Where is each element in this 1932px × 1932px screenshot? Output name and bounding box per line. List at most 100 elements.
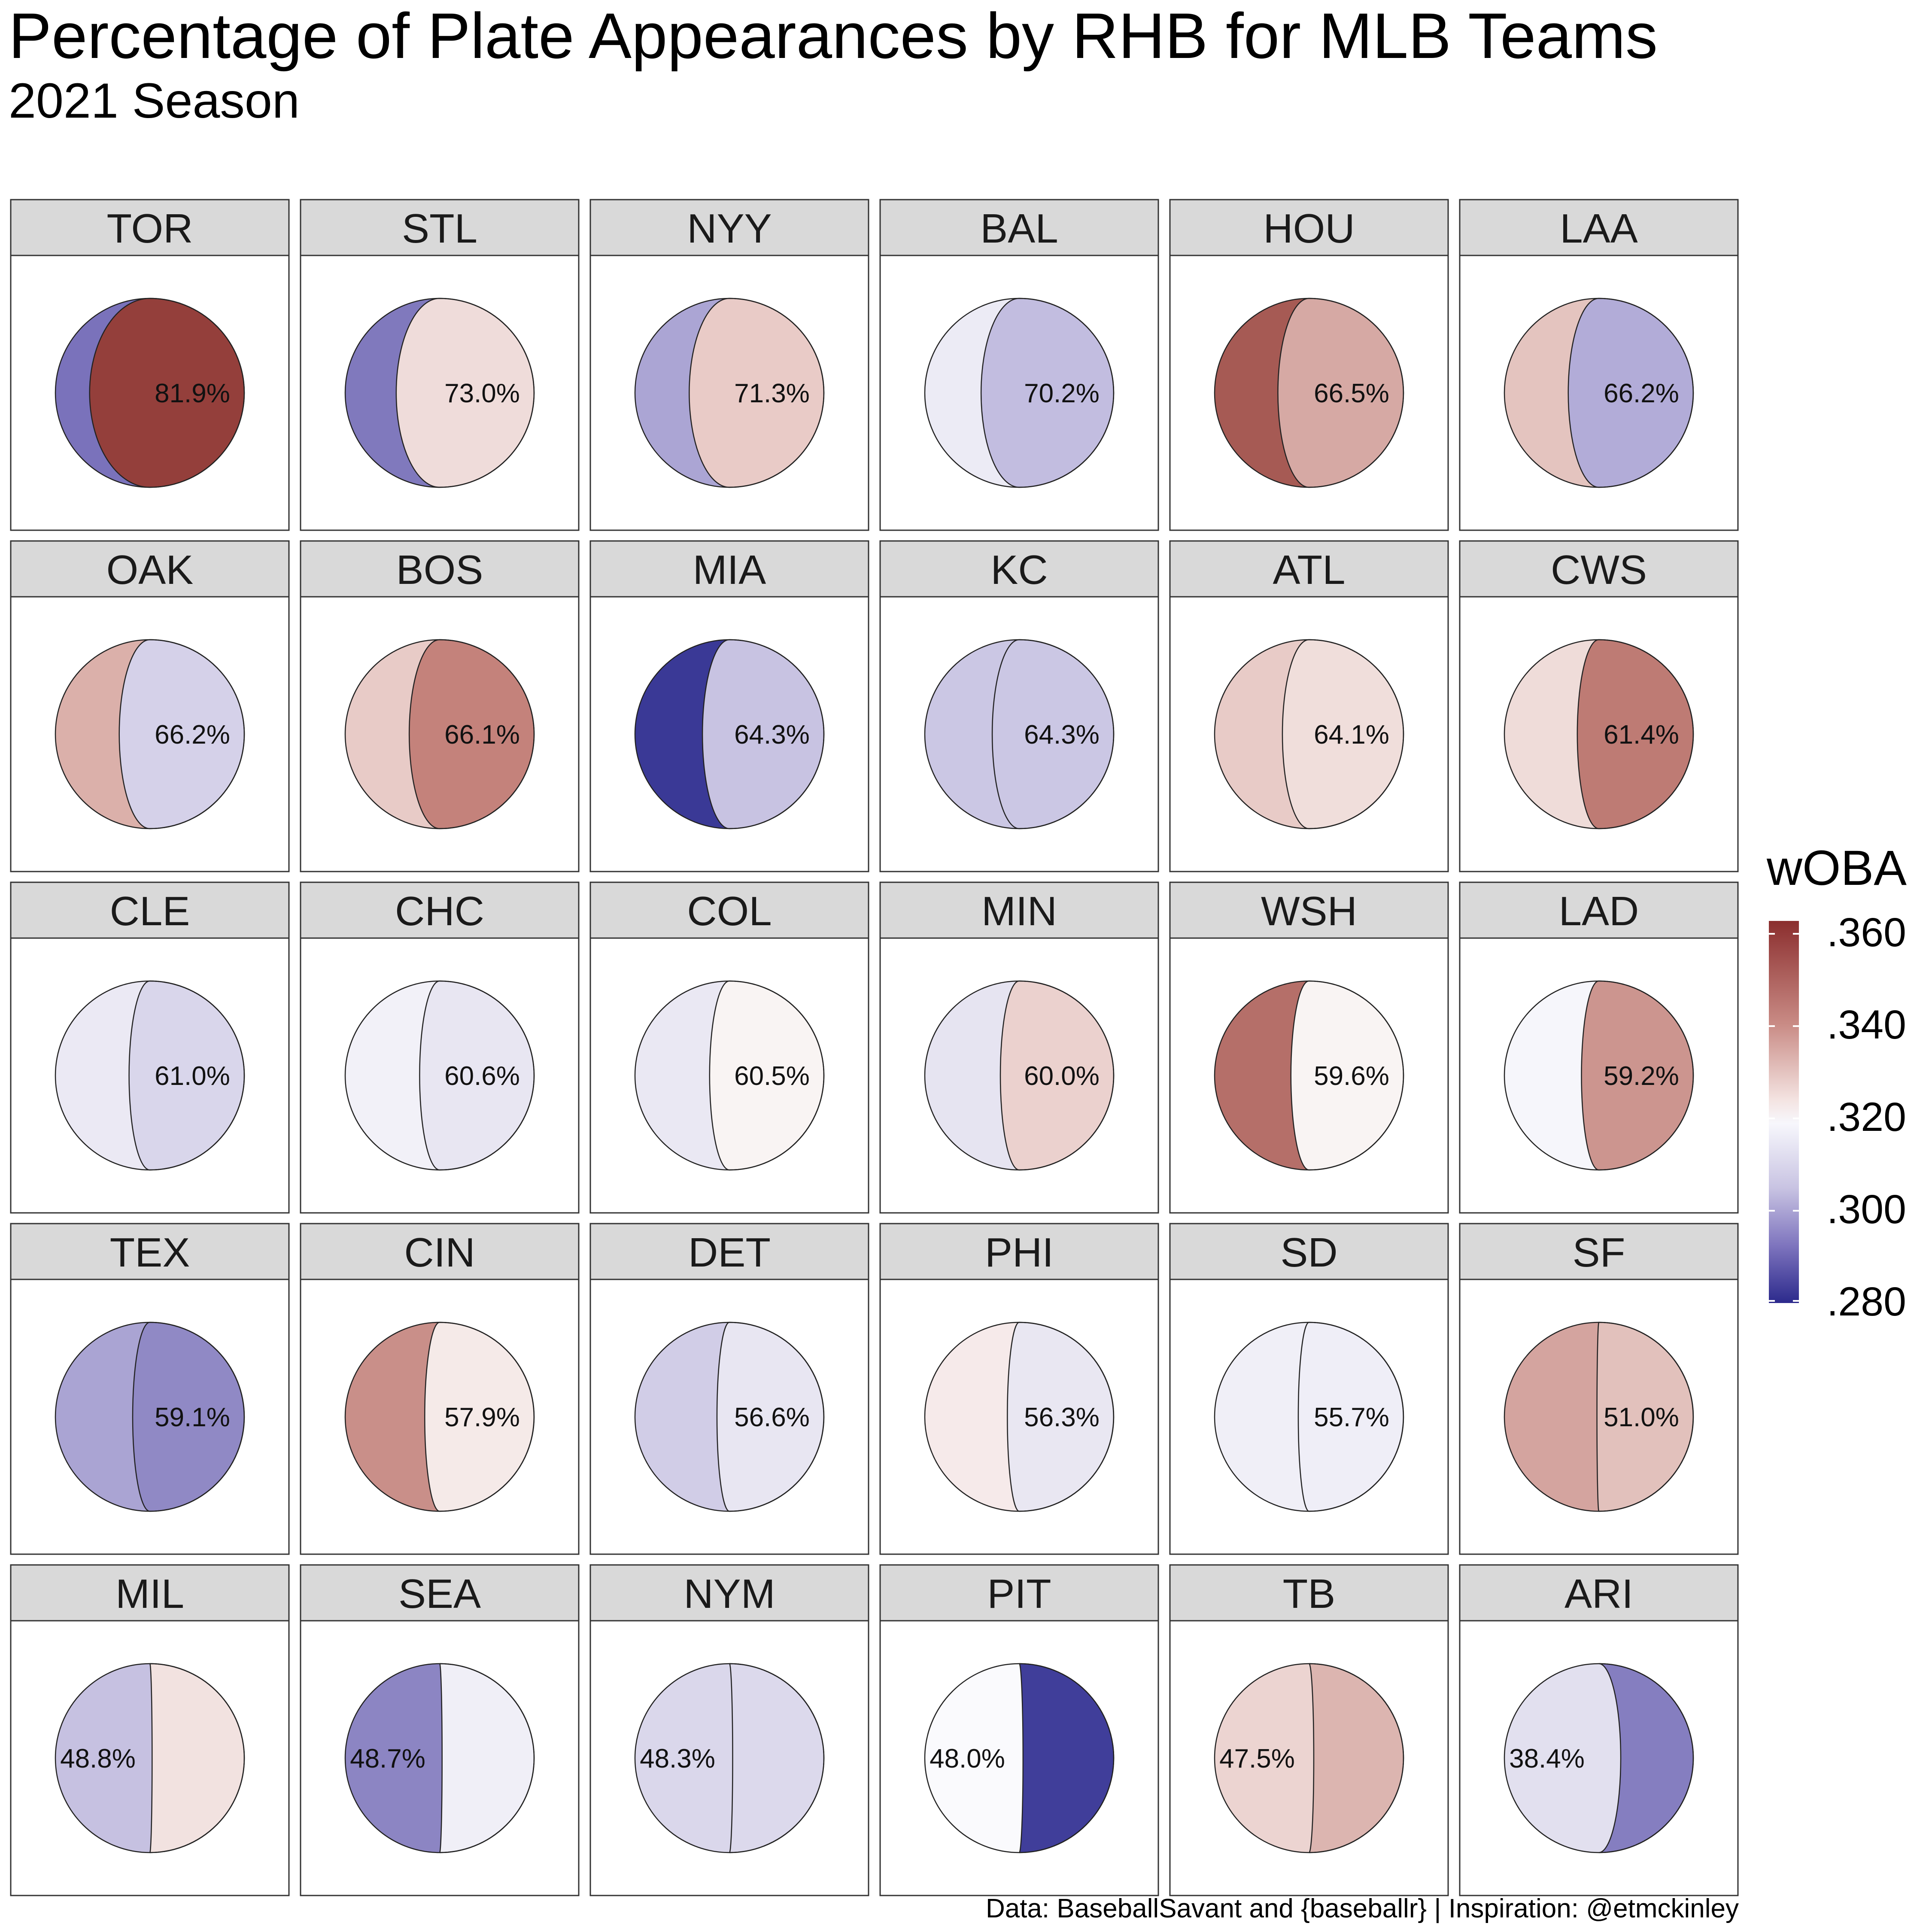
circle-outline (1504, 639, 1694, 829)
circle-outline (924, 639, 1115, 829)
circle-outline (634, 1663, 825, 1853)
facet-strip-label: SD (1280, 1230, 1337, 1276)
legend-label-320: .320 (1827, 1094, 1906, 1140)
rhb-percent-label: 57.9% (444, 1403, 520, 1432)
facet-panel-cle: CLE 61.0% (10, 881, 290, 1214)
rhb-percent-label: 70.2% (1024, 379, 1100, 408)
facet-panel-nyy: NYY 71.3% (589, 199, 869, 531)
rhb-percent-label: 51.0% (1604, 1403, 1679, 1432)
facet-strip (1459, 199, 1739, 256)
facet-strip (300, 881, 580, 939)
facet-strip-label: MIN (981, 888, 1057, 934)
facet-panel-phi: PHI 56.3% (879, 1223, 1159, 1555)
facet-panel-laa: LAA 66.2% (1459, 199, 1739, 531)
facet-strip (10, 1223, 290, 1280)
facet-strip-label: STL (402, 206, 477, 252)
facet-strip-label: NYY (687, 206, 772, 252)
circle-outline (634, 980, 825, 1171)
rhb-percent-label: 60.6% (444, 1061, 520, 1091)
circle-outline (1504, 298, 1694, 488)
facet-strip-label: ATL (1273, 547, 1346, 593)
facet-strip (589, 1223, 869, 1280)
legend-label-300: .300 (1827, 1187, 1906, 1232)
facet-panel-col: COL 60.5% (589, 881, 869, 1214)
facet-panel-hou: HOU 66.5% (1169, 199, 1449, 531)
facet-strip-label: CLE (110, 888, 190, 934)
facet-strip (300, 1223, 580, 1280)
rhb-percent-label: 60.0% (1024, 1061, 1100, 1091)
circle-outline (344, 639, 535, 829)
facet-strip-label: TB (1283, 1571, 1336, 1617)
facet-panel-chc: CHC 60.6% (300, 881, 580, 1214)
rhb-percent-label: 73.0% (444, 379, 520, 408)
circle-outline (1214, 639, 1404, 829)
facet-strip (300, 540, 580, 598)
circle-outline (634, 298, 825, 488)
legend-label-280: .280 (1827, 1279, 1906, 1324)
facet-panel-wsh: WSH 59.6% (1169, 881, 1449, 1214)
facet-panel-bal: BAL 70.2% (879, 199, 1159, 531)
rhb-percent-label: 66.1% (444, 720, 520, 750)
circle-outline (924, 1663, 1115, 1853)
rhb-percent-label: 66.2% (155, 720, 230, 750)
facet-strip-label: CIN (404, 1230, 475, 1276)
circle-outline (1504, 1321, 1694, 1512)
facet-strip-label: TEX (110, 1230, 190, 1276)
facet-strip-label: CHC (395, 888, 484, 934)
facet-panel-lad: LAD 59.2% (1459, 881, 1739, 1214)
facet-strip-label: SF (1573, 1230, 1625, 1276)
legend-tick (1793, 1025, 1799, 1027)
rhb-percent-label: 59.6% (1314, 1061, 1389, 1091)
facet-strip (10, 540, 290, 598)
facet-panel-sea: SEA 48.7% (300, 1564, 580, 1896)
facet-strip-label: PHI (985, 1230, 1054, 1276)
rhb-percent-label: 64.1% (1314, 720, 1389, 750)
facet-panel-mia: MIA 64.3% (589, 540, 869, 872)
circle-outline (1214, 980, 1404, 1171)
rhb-percent-label: 61.0% (155, 1061, 230, 1091)
facet-panel-atl: ATL 64.1% (1169, 540, 1449, 872)
circle-outline (55, 639, 245, 829)
rhb-percent-label: 81.9% (155, 379, 230, 408)
legend-tick (1769, 933, 1775, 935)
facet-strip (879, 1564, 1159, 1622)
legend-tick (1793, 1118, 1799, 1119)
legend-label-360: .360 (1827, 910, 1906, 955)
circle-outline (634, 639, 825, 829)
facet-strip (300, 1564, 580, 1622)
facet-strip-label: LAA (1560, 206, 1637, 252)
circle-outline (55, 1321, 245, 1512)
circle-outline (634, 1321, 825, 1512)
rhb-percent-label: 48.0% (930, 1744, 1005, 1774)
circle-outline (344, 980, 535, 1171)
legend-tick (1769, 1210, 1775, 1212)
facet-panel-bos: BOS 66.1% (300, 540, 580, 872)
facet-strip (1169, 881, 1449, 939)
facet-strip-label: OAK (106, 547, 194, 593)
rhb-percent-label: 55.7% (1314, 1403, 1389, 1432)
rhb-percent-label: 64.3% (1024, 720, 1100, 750)
circle-outline (1214, 1663, 1404, 1853)
facet-panel-cws: CWS 61.4% (1459, 540, 1739, 872)
facet-panel-det: DET 56.6% (589, 1223, 869, 1555)
facet-strip-label: SEA (398, 1571, 481, 1617)
legend-tick (1793, 1300, 1799, 1302)
facet-strip (879, 199, 1159, 256)
facet-strip (879, 1223, 1159, 1280)
facet-panel-tb: TB 47.5% (1169, 1564, 1449, 1896)
facet-panel-pit: PIT 48.0% (879, 1564, 1159, 1896)
facet-strip-label: LAD (1559, 888, 1639, 934)
circle-outline (924, 980, 1115, 1171)
facet-strip-label: PIT (987, 1571, 1051, 1617)
facet-strip-label: CWS (1551, 547, 1647, 593)
facet-strip (589, 1564, 869, 1622)
facet-panel-sf: SF 51.0% (1459, 1223, 1739, 1555)
facet-panel-tex: TEX 59.1% (10, 1223, 290, 1555)
caption: Data: BaseballSavant and {baseballr} | I… (985, 1894, 1739, 1923)
legend-label-340: .340 (1827, 1002, 1906, 1048)
facet-strip-label: NYM (683, 1571, 775, 1617)
legend-tick (1769, 1118, 1775, 1119)
facet-strip (1169, 1564, 1449, 1622)
facet-strip (1459, 540, 1739, 598)
legend-tick (1793, 1210, 1799, 1212)
